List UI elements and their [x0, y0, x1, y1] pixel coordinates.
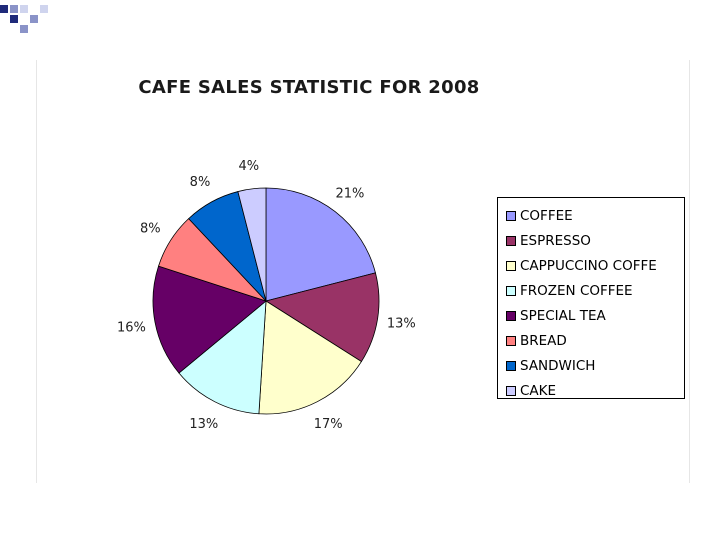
- legend-label: FROZEN COFFEE: [520, 282, 633, 299]
- slide-decoration: [0, 0, 60, 40]
- legend-item: SANDWICH: [506, 353, 684, 378]
- deco-square: [40, 5, 48, 13]
- deco-square: [30, 15, 38, 23]
- legend-item: ESPRESSO: [506, 228, 684, 253]
- deco-square: [10, 5, 18, 13]
- deco-square: [10, 15, 18, 23]
- pie-slice-cake: [237, 187, 267, 302]
- pie-slice-special-tea: [152, 265, 267, 374]
- pie-slice-coffee: [265, 187, 376, 302]
- chart-frame: CAFE SALES STATISTIC FOR 2008 21% 13% 17% 1…: [36, 60, 690, 483]
- slice-value-label: 8%: [140, 222, 161, 237]
- pie-slice-frozen-coffee: [178, 300, 267, 415]
- legend-swatch: [506, 385, 516, 396]
- deco-square: [20, 5, 28, 13]
- deco-square: [0, 5, 8, 13]
- legend-swatch: [506, 285, 516, 296]
- legend-label: CAKE: [520, 382, 557, 399]
- legend-swatch: [506, 335, 516, 346]
- legend-swatch: [506, 235, 516, 246]
- slice-value-label: 13%: [387, 316, 416, 331]
- legend-item: CAKE: [506, 378, 684, 403]
- legend-swatch: [506, 310, 516, 321]
- legend-item: BREAD: [506, 328, 684, 353]
- legend-label: CAPPUCCINO COFFE: [520, 257, 657, 274]
- legend-label: SANDWICH: [520, 357, 596, 374]
- legend-label: ESPRESSO: [520, 232, 591, 249]
- legend-swatch: [506, 260, 516, 271]
- legend-swatch: [506, 210, 516, 221]
- slice-value-label: 13%: [189, 417, 218, 432]
- chart-legend: COFFEE ESPRESSO CAPPUCCINO COFFE FROZEN COF…: [497, 197, 685, 399]
- slice-value-label: 8%: [190, 175, 211, 190]
- slice-value-label: 16%: [117, 321, 146, 336]
- legend-item: FROZEN COFFEE: [506, 278, 684, 303]
- legend-item: CAPPUCCINO COFFE: [506, 253, 684, 278]
- legend-label: COFFEE: [520, 207, 573, 224]
- slice-value-label: 17%: [314, 417, 343, 432]
- legend-label: SPECIAL TEA: [520, 307, 606, 324]
- legend-item: SPECIAL TEA: [506, 303, 684, 328]
- legend-label: BREAD: [520, 332, 567, 349]
- legend-swatch: [506, 360, 516, 371]
- slice-value-label: 21%: [336, 187, 365, 202]
- legend-item: COFFEE: [506, 203, 684, 228]
- slice-value-label: 4%: [239, 159, 260, 174]
- deco-square: [20, 25, 28, 33]
- pie-slice-cappuccino-coffe: [258, 300, 362, 415]
- pie-chart: 21% 13% 17% 13% 16% 8% 8% 4%: [117, 159, 416, 432]
- chart-title: CAFE SALES STATISTIC FOR 2008: [138, 77, 480, 98]
- pie-slice-espresso: [265, 272, 380, 363]
